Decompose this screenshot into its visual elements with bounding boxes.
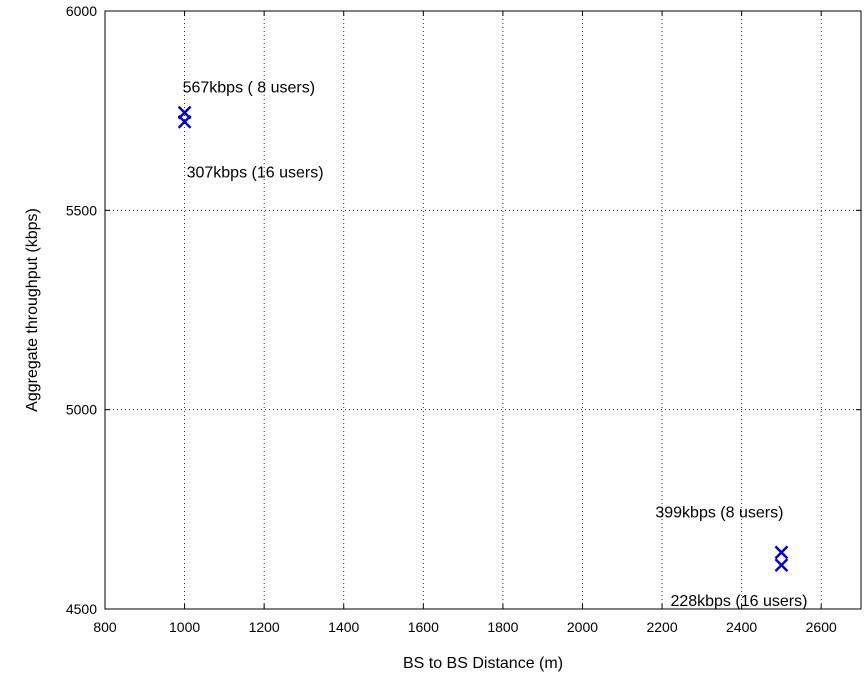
y-axis-label: Aggregate throughput (kbps) <box>24 208 41 412</box>
y-tick-label: 6000 <box>66 3 97 19</box>
x-tick-label: 2200 <box>646 619 677 635</box>
data-point-x-marker <box>774 545 789 560</box>
x-tick-label: 1200 <box>249 619 280 635</box>
x-tick-label: 2000 <box>567 619 598 635</box>
y-tick-label: 4500 <box>66 601 97 617</box>
annotations: 567kbps ( 8 users) 307kbps (16 users) 399k… <box>183 80 808 610</box>
plot-frame <box>104 10 862 610</box>
x-tick-label: 1600 <box>408 619 439 635</box>
x-tick-label: 800 <box>93 619 117 635</box>
data-point-x-marker <box>774 558 789 572</box>
x-tick-label: 2400 <box>726 619 757 635</box>
y-tick-label: 5000 <box>66 402 97 418</box>
y-tick-label: 5500 <box>66 202 97 218</box>
point-annotation: 307kbps (16 users) <box>187 165 324 182</box>
data-point-x-marker <box>177 114 192 129</box>
axis-ticks: 800 1000 1200 1400 1600 1800 2000 2200 2400 2600 4… <box>66 3 861 635</box>
x-tick-label: 1400 <box>328 619 359 635</box>
point-annotation: 399kbps (8 users) <box>655 504 783 521</box>
point-annotation: 228kbps (16 users) <box>670 593 807 610</box>
x-tick-label: 1000 <box>169 619 200 635</box>
plot-area <box>105 11 861 609</box>
data-points <box>177 105 789 572</box>
x-tick-label: 2600 <box>806 619 837 635</box>
x-axis-label: BS to BS Distance (m) <box>403 655 563 672</box>
point-annotation: 567kbps ( 8 users) <box>183 80 316 97</box>
x-tick-label: 1800 <box>487 619 518 635</box>
